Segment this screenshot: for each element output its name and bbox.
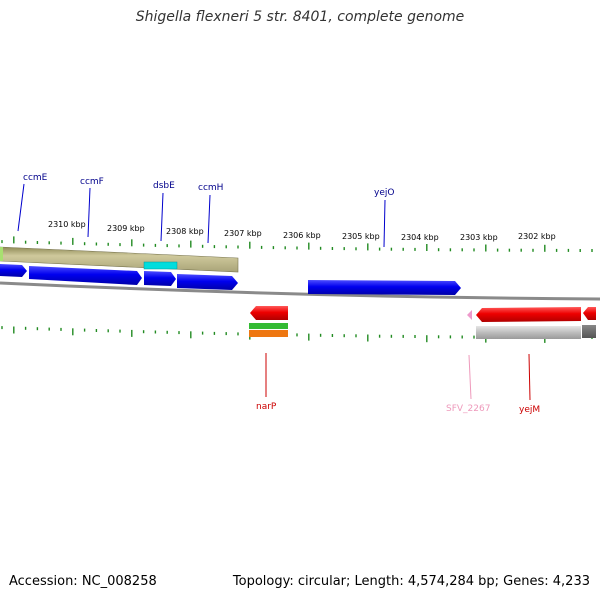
reverse-cds-arrows (249, 306, 596, 339)
narP-green-feature[interactable] (249, 323, 288, 329)
cds-arrow-narP[interactable] (250, 306, 288, 320)
dsbE-feature-highlight[interactable] (143, 261, 178, 270)
gene-label-ccmE[interactable]: ccmE (23, 173, 48, 183)
scale-label-2303: 2303 kbp (460, 233, 498, 242)
forward-tick-marks (1, 236, 593, 252)
forward-gene-labels: ccmE ccmF dsbE ccmH yejO (17, 173, 394, 248)
gene-label-ccmH[interactable]: ccmH (198, 183, 223, 193)
scale-label-2306: 2306 kbp (283, 231, 321, 240)
gene-label-SFV_2267[interactable]: SFV_2267 (446, 404, 490, 414)
gene-label-dsbE[interactable]: dsbE (153, 181, 175, 191)
map-title: Shigella flexneri 5 str. 8401, complete … (135, 9, 465, 25)
scale-label-2310: 2310 kbp (48, 220, 86, 229)
cds-arrow-yejM[interactable] (476, 307, 581, 322)
forward-cds-arrows (0, 264, 461, 295)
genome-summary: Topology: circular; Length: 4,574,284 bp… (232, 574, 590, 589)
gene-label-yejM[interactable]: yejM (519, 405, 540, 415)
cds-arrow-yejO[interactable] (308, 280, 461, 295)
gene-label-ccmF[interactable]: ccmF (80, 177, 104, 187)
gene-label-narP[interactable]: narP (256, 402, 277, 412)
scale-label-2302: 2302 kbp (518, 232, 556, 241)
scale-label-2308: 2308 kbp (166, 227, 204, 236)
scale-label-2304: 2304 kbp (401, 233, 439, 242)
cds-arrow-SFV_2267[interactable] (467, 310, 472, 320)
forward-gene-block[interactable] (0, 246, 239, 273)
cds-arrow-dsbE[interactable] (144, 271, 176, 286)
cds-arrow-yejM-continuation[interactable] (583, 307, 596, 320)
scale-labels: 2310 kbp 2309 kbp 2308 kbp 2307 kbp 2306… (48, 220, 556, 242)
cds-arrow-ccmE[interactable] (0, 264, 27, 277)
cds-arrow-ccmH[interactable] (177, 274, 238, 290)
narP-orange-feature[interactable] (249, 330, 288, 337)
scale-label-2307: 2307 kbp (224, 229, 262, 238)
cds-arrow-ccmF[interactable] (29, 266, 142, 285)
reverse-gene-labels: narP SFV_2267 yejM (256, 353, 540, 415)
scale-label-2305: 2305 kbp (342, 232, 380, 241)
genome-backbone (0, 281, 600, 301)
scale-label-2309: 2309 kbp (107, 224, 145, 233)
reverse-gene-block-end[interactable] (582, 325, 596, 338)
accession-label: Accession: NC_008258 (9, 574, 157, 589)
reverse-gene-block[interactable] (476, 326, 581, 339)
gene-label-yejO[interactable]: yejO (374, 188, 394, 198)
